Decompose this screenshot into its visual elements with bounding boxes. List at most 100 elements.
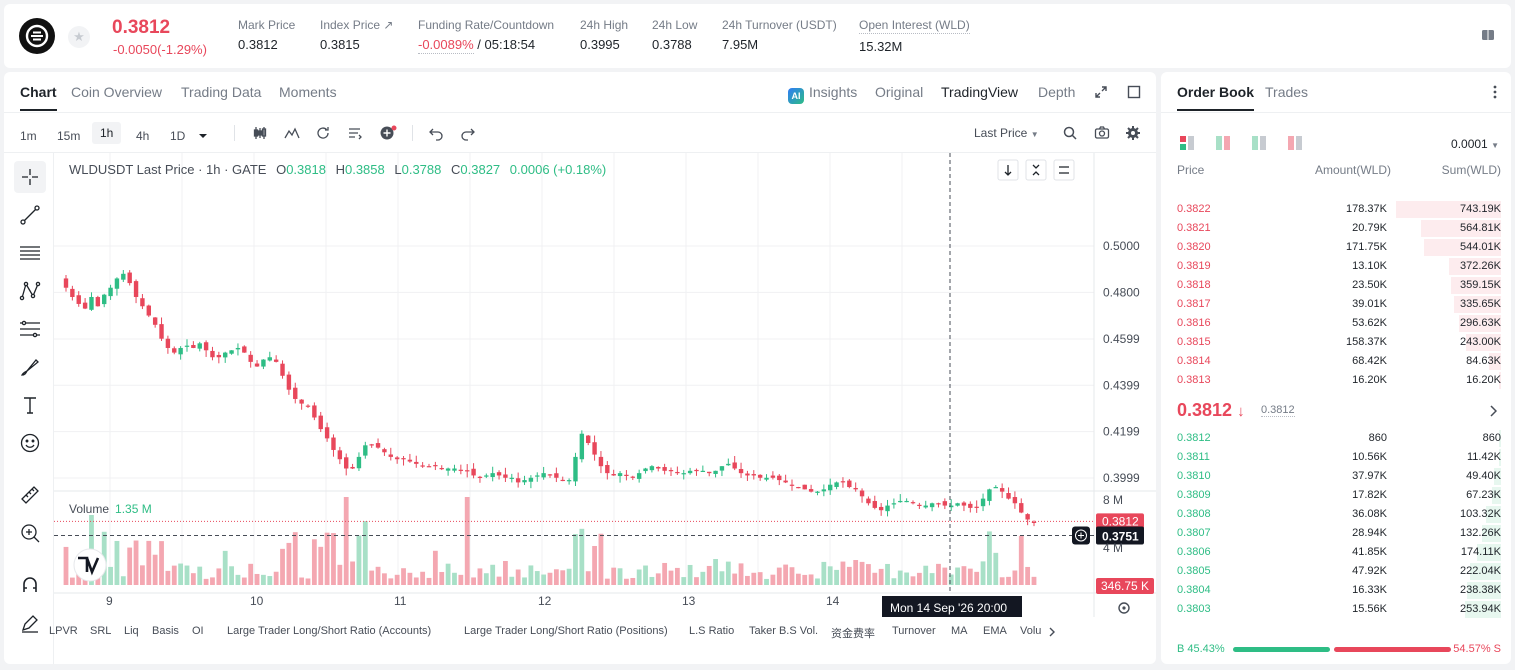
bid-row[interactable]: 0.3803 15.56K 253.94K [1161, 600, 1511, 619]
sell-ratio-fill [1334, 647, 1451, 652]
templates-icon[interactable] [347, 125, 363, 141]
search-icon[interactable] [1062, 125, 1078, 141]
camera-icon[interactable] [1094, 125, 1110, 141]
indicator-item[interactable]: Taker B.S Vol. [749, 625, 819, 637]
ask-row[interactable]: 0.3814 68.42K 84.63K [1161, 352, 1511, 371]
pencil-lock-icon[interactable] [14, 607, 46, 639]
text-tool-icon[interactable] [14, 389, 46, 421]
book-icon[interactable] [1481, 28, 1495, 42]
settings-gear-icon[interactable] [1125, 125, 1141, 141]
window-icon[interactable] [1127, 85, 1141, 104]
tab-order-book[interactable]: Order Book [1177, 84, 1255, 111]
view-tradingview[interactable]: TradingView [941, 84, 1019, 100]
ask-row[interactable]: 0.3822 178.37K 743.19K [1161, 200, 1511, 219]
tab-trades[interactable]: Trades [1265, 84, 1309, 100]
bid-row[interactable]: 0.3812 860 860 [1161, 429, 1511, 448]
indicator-item[interactable]: 资金费率 [831, 628, 875, 640]
gear-center [1122, 606, 1126, 610]
pattern-tool-icon[interactable] [14, 275, 46, 307]
indicator-item[interactable]: Large Trader Long/Short Ratio (Accounts) [227, 625, 432, 637]
view-original[interactable]: Original [875, 84, 924, 100]
timeframe-15m[interactable]: 15m [57, 129, 81, 143]
ask-row[interactable]: 0.3820 171.75K 544.01K [1161, 238, 1511, 257]
chevron-down-icon[interactable] [198, 128, 214, 144]
volume-bar [178, 563, 184, 585]
indicator-item[interactable]: SRL [90, 625, 112, 637]
book-bids-icon[interactable] [1215, 135, 1231, 151]
bid-row[interactable]: 0.3805 47.92K 222.04K [1161, 562, 1511, 581]
volume-bar [311, 539, 317, 585]
timeframe-1m[interactable]: 1m [20, 129, 37, 143]
bid-row[interactable]: 0.3804 16.33K 238.38K [1161, 581, 1511, 600]
insights-button[interactable]: AI Insights [788, 84, 857, 104]
bid-row[interactable]: 0.3808 36.08K 103.32K [1161, 505, 1511, 524]
tab-moments[interactable]: Moments [279, 84, 337, 100]
timeframe-4h[interactable]: 4h [136, 129, 150, 143]
ask-row[interactable]: 0.3816 53.62K 296.63K [1161, 314, 1511, 333]
indicator-item[interactable]: Volu [1020, 625, 1042, 637]
price-type-select[interactable]: Last Price ▼ [974, 126, 1039, 140]
crosshair-tool-icon[interactable] [14, 161, 46, 193]
book-bids-only-icon[interactable] [1251, 135, 1267, 151]
bid-row[interactable]: 0.3809 17.82K 67.23K [1161, 486, 1511, 505]
divider [234, 125, 235, 141]
indicator-item[interactable]: Liq [124, 625, 139, 637]
magnet-tool-icon[interactable] [14, 569, 46, 601]
chevron-right-icon[interactable] [1489, 404, 1498, 422]
indicator-item[interactable]: EMA [983, 625, 1007, 637]
stat-index-price[interactable]: Index Price ↗ 0.3815 [320, 18, 393, 52]
tab-chart[interactable]: Chart [20, 84, 57, 111]
candle-type-icon[interactable] [252, 125, 268, 141]
indicator-item[interactable]: Basis [152, 625, 179, 637]
ask-amount: 178.37K [1346, 203, 1387, 215]
emoji-tool-icon[interactable] [14, 427, 46, 459]
favorite-star-icon[interactable]: ★ [68, 26, 90, 48]
indicators-icon[interactable] [284, 125, 300, 141]
more-vertical-icon[interactable] [1493, 85, 1497, 104]
mid-price[interactable]: 0.3812 ↓ [1177, 400, 1245, 421]
view-depth[interactable]: Depth [1038, 84, 1076, 100]
bid-row[interactable]: 0.3811 10.56K 11.42K [1161, 448, 1511, 467]
indicator-item[interactable]: OI [192, 625, 204, 637]
ask-row[interactable]: 0.3818 23.50K 359.15K [1161, 276, 1511, 295]
indicator-item[interactable]: MA [951, 625, 968, 637]
expand-icon[interactable] [1094, 85, 1108, 104]
candle-body [426, 466, 432, 468]
tab-trading-data[interactable]: Trading Data [181, 84, 262, 100]
brush-tool-icon[interactable] [14, 351, 46, 383]
timeframe-1d[interactable]: 1D [170, 129, 186, 143]
precision-select[interactable]: 0.0001 ▼ [1451, 137, 1499, 151]
bid-row[interactable]: 0.3806 41.85K 174.11K [1161, 543, 1511, 562]
ask-row[interactable]: 0.3815 158.37K 243.00K [1161, 333, 1511, 352]
fib-tool-icon[interactable] [14, 313, 46, 345]
ask-row[interactable]: 0.3821 20.79K 564.81K [1161, 219, 1511, 238]
stat-label[interactable]: Index Price ↗ [320, 18, 394, 32]
indicator-item[interactable]: L.S Ratio [689, 625, 735, 637]
timeframe-1h[interactable]: 1h [92, 122, 122, 144]
candle-body [407, 459, 413, 462]
ruler-tool-icon[interactable] [14, 479, 46, 511]
ask-sum: 359.15K [1460, 279, 1501, 291]
book-asks-only-icon[interactable] [1287, 135, 1303, 151]
candle-body [305, 405, 311, 407]
horizontal-lines-tool-icon[interactable] [14, 237, 46, 269]
bid-row[interactable]: 0.3807 28.94K 132.26K [1161, 524, 1511, 543]
tab-coin-overview[interactable]: Coin Overview [71, 84, 163, 100]
zoom-in-icon[interactable] [14, 517, 46, 549]
redo-icon[interactable] [460, 125, 476, 141]
ask-row[interactable]: 0.3819 13.10K 372.26K [1161, 257, 1511, 276]
chevron-right-icon[interactable] [1047, 625, 1057, 643]
refresh-icon[interactable] [315, 125, 331, 141]
ask-row[interactable]: 0.3813 16.20K 16.20K [1161, 371, 1511, 390]
trend-line-tool-icon[interactable] [14, 199, 46, 231]
indicator-item[interactable]: LPVR [49, 625, 78, 637]
bid-row[interactable]: 0.3810 37.97K 49.40K [1161, 467, 1511, 486]
indicator-item[interactable]: Turnover [892, 625, 936, 637]
add-indicator-icon[interactable] [379, 125, 397, 141]
book-both-icon[interactable] [1179, 135, 1195, 151]
indicator-item[interactable]: Large Trader Long/Short Ratio (Positions… [464, 625, 668, 637]
volume-bar [216, 568, 222, 585]
undo-icon[interactable] [428, 125, 444, 141]
ask-row[interactable]: 0.3817 39.01K 335.65K [1161, 295, 1511, 314]
